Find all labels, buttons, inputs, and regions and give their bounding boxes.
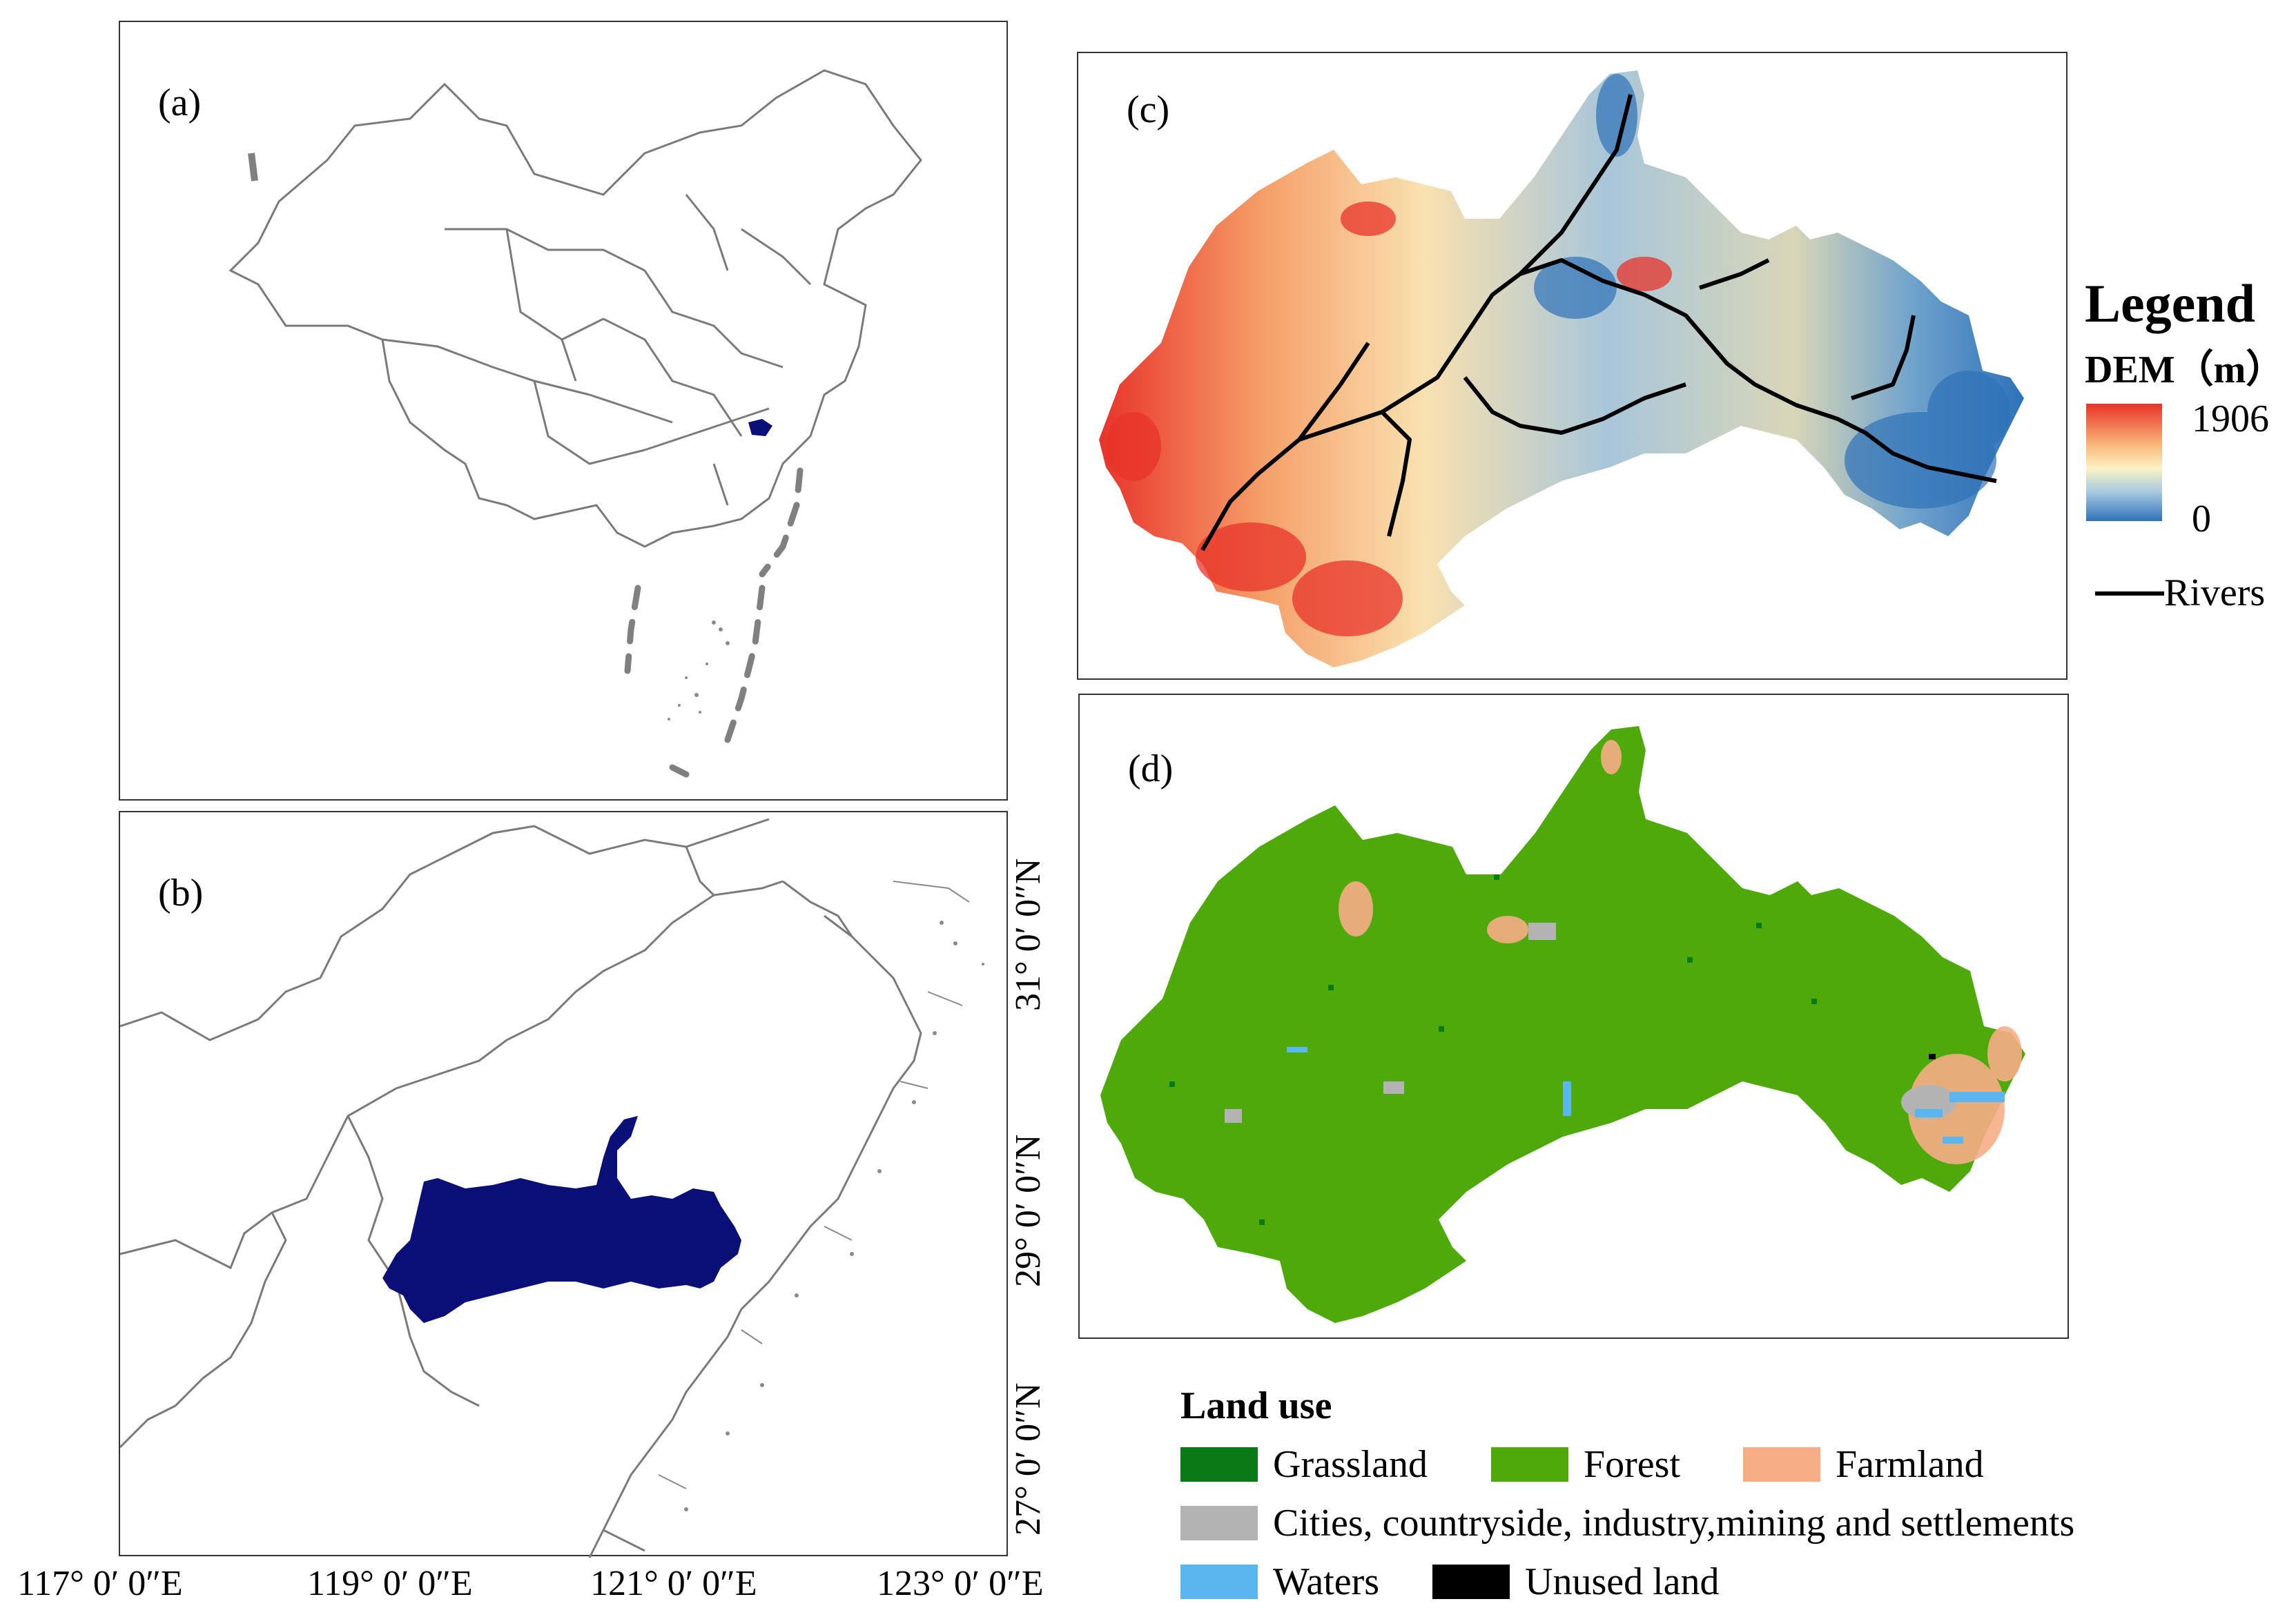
lon-label-123: 123° 0′ 0″E — [877, 1564, 1044, 1603]
lon-label-117: 117° 0′ 0″E — [17, 1564, 183, 1603]
land-use-item-cities: Cities, countryside, industry,mining and… — [1180, 1501, 2074, 1545]
unused-land-swatch — [1432, 1565, 1510, 1599]
lat-label-29: 29° 0′ 0″N — [1009, 1134, 1048, 1287]
dem-legend-subtitle: DEM（m） — [2085, 349, 2285, 391]
panel-d-label: (d) — [1128, 747, 1174, 790]
study-area-basin — [382, 1116, 741, 1323]
dem-basin-shape — [1099, 70, 2024, 667]
river-network — [1200, 94, 1997, 551]
dem-elevation-map — [1099, 70, 2024, 667]
lat-label-27: 27° 0′ 0″N — [1009, 1382, 1048, 1536]
land-use-label: Grassland — [1273, 1443, 1428, 1486]
land-use-item-waters: Waters — [1180, 1560, 1379, 1604]
waters-swatch — [1180, 1565, 1258, 1599]
land-use-label: Unused land — [1525, 1560, 1720, 1603]
regional-boundary-map — [120, 818, 984, 1558]
forest-swatch — [1491, 1447, 1568, 1482]
lat-label-31: 31° 0′ 0″N — [1009, 858, 1048, 1011]
land-use-item-unused: Unused land — [1432, 1560, 1720, 1604]
dem-legend-title: Legend — [2085, 273, 2256, 333]
dem-legend-rivers: Rivers — [2164, 571, 2266, 614]
lon-label-121: 121° 0′ 0″E — [590, 1564, 757, 1603]
panel-c-label: (c) — [1127, 88, 1170, 131]
panel-b-label: (b) — [158, 872, 204, 914]
land-use-label: Waters — [1273, 1560, 1380, 1603]
panel-b-regional-map: (b) — [119, 811, 1008, 1558]
dem-legend-min: 0 — [2192, 498, 2211, 540]
rivers-line-swatch — [2095, 591, 2164, 596]
dem-color-ramp — [2086, 404, 2162, 521]
panel-d-land-use-map: (d) — [1078, 694, 2069, 1339]
land-use-label: Cities, countryside, industry,mining and… — [1273, 1502, 2075, 1545]
panel-a-china-map: (a) — [119, 21, 1008, 801]
china-outline-map — [228, 69, 922, 778]
lon-label-119: 119° 0′ 0″E — [307, 1564, 473, 1603]
grassland-swatch — [1180, 1447, 1258, 1482]
land-use-label: Farmland — [1836, 1443, 1984, 1486]
land-use-item-forest: Forest — [1491, 1442, 1680, 1487]
farmland-swatch — [1743, 1447, 1820, 1482]
dem-legend-max: 1906 — [2192, 398, 2269, 440]
cities-swatch — [1180, 1506, 1258, 1540]
panel-c-dem-map: (c) — [1077, 52, 2068, 680]
land-use-label: Forest — [1584, 1443, 1680, 1486]
panel-a-label: (a) — [158, 81, 202, 124]
land-use-item-farmland: Farmland — [1743, 1442, 1984, 1487]
land-use-basin-shape — [1100, 726, 2025, 1323]
land-use-item-grassland: Grassland — [1180, 1442, 1428, 1487]
land-use-map — [1100, 726, 2025, 1323]
land-use-legend-title: Land use — [1180, 1384, 1332, 1427]
study-area-marker — [748, 419, 772, 436]
